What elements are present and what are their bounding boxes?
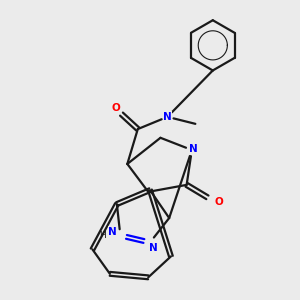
Text: O: O [112,103,121,113]
Text: O: O [215,197,224,207]
Text: N: N [163,112,172,122]
Text: N: N [189,144,198,154]
Text: N: N [108,227,117,237]
Text: N: N [149,243,158,254]
Text: H: H [100,231,106,240]
